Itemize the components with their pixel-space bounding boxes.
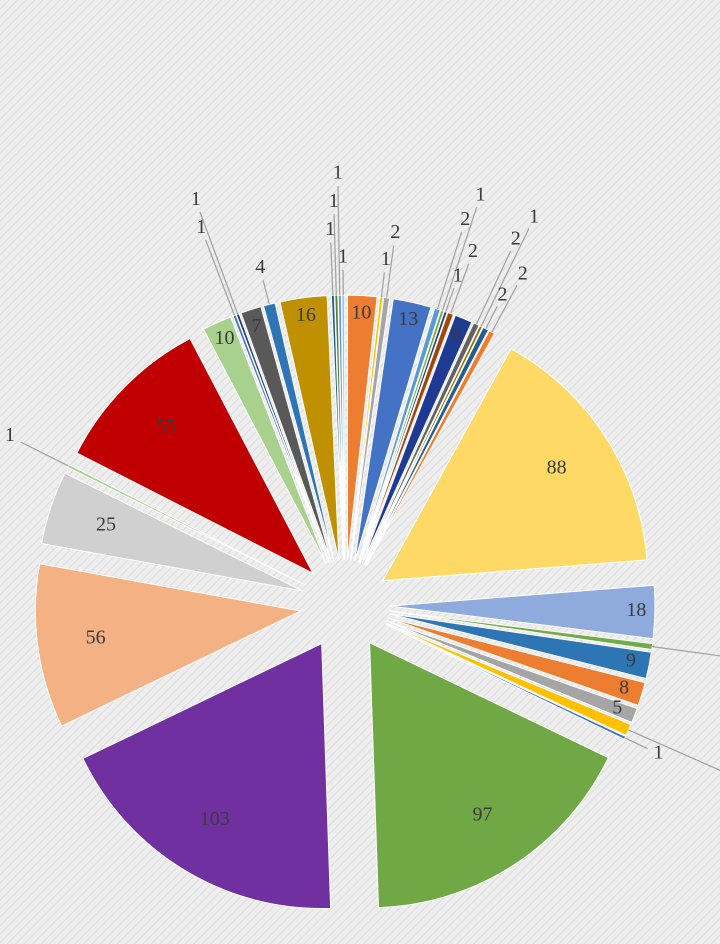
data-label: 1 [191,188,201,210]
data-label: 2 [498,283,508,305]
data-label: 56 [86,626,106,648]
data-label: 10 [351,302,371,324]
data-label: 2 [511,228,521,250]
data-label: 16 [296,304,316,326]
data-label: 1 [529,205,539,227]
data-label: 25 [96,513,116,535]
pie-slice [354,298,432,562]
data-label: 1 [325,218,335,240]
pie-slice [262,302,335,562]
data-label: 2 [390,221,400,243]
data-label: 1 [653,741,663,763]
pie-slice [361,314,473,564]
leader-line [205,239,236,316]
data-label: 103 [200,808,230,830]
leader-line [441,207,478,311]
data-label: 1 [453,264,463,286]
leader-line [628,729,720,771]
pie-slice [202,316,327,565]
pie-slice [385,622,632,737]
pie-slice [364,325,484,565]
pie-slice [240,306,332,563]
leader-line [386,245,395,298]
pie-slice [330,294,344,561]
data-label: 97 [472,803,492,825]
data-label: 13 [398,308,418,330]
pie-slice [279,295,340,561]
leader-line [436,231,463,310]
leader-line [485,306,498,330]
data-label: 55 [156,416,176,438]
data-label: 1 [329,190,339,212]
pie-slice [369,641,610,909]
leader-line [445,287,455,313]
data-label: 10 [214,327,234,349]
pie-slice [389,584,656,640]
leader-line [330,242,334,296]
pie-slice [34,563,303,727]
data-label: 18 [626,599,646,621]
data-label: 88 [547,456,567,478]
pie-slice [232,314,330,564]
data-label: 1 [381,248,391,270]
data-label: 1 [196,216,206,238]
pie-slice [349,296,384,561]
data-label: 1 [333,162,343,184]
pie-slice [381,348,648,582]
leader-line [652,646,720,657]
data-label: 2 [468,240,478,262]
data-label: 1 [338,246,348,268]
data-label: 2 [460,208,470,230]
pie-slice [76,337,315,575]
pie-slice [389,613,652,680]
leader-line [20,441,69,467]
pie-slice [385,623,627,740]
data-label: 6 [452,323,462,345]
data-label: 4 [255,256,265,278]
leader-line [262,280,270,305]
data-label: 2 [518,262,528,284]
leader-line [199,211,239,315]
leader-line [475,250,512,325]
leader-line [624,737,648,750]
leader-line [491,285,518,333]
data-label: 8 [619,676,629,698]
data-label: 7 [251,315,261,337]
leader-line [480,228,530,327]
pie-slice [386,620,638,724]
leader-line [380,272,385,298]
data-label: 1 [475,183,485,205]
leader-line [450,263,470,314]
pie-slice [40,472,303,592]
data-label: 9 [626,649,636,671]
leader-line [337,186,341,296]
data-label: 5 [612,697,622,719]
leader-line [333,214,337,296]
pie-slice [347,294,378,561]
data-label: 1 [5,424,15,446]
pie-slice [387,617,646,707]
pie-slice [82,642,332,909]
pie-slice [364,326,490,566]
